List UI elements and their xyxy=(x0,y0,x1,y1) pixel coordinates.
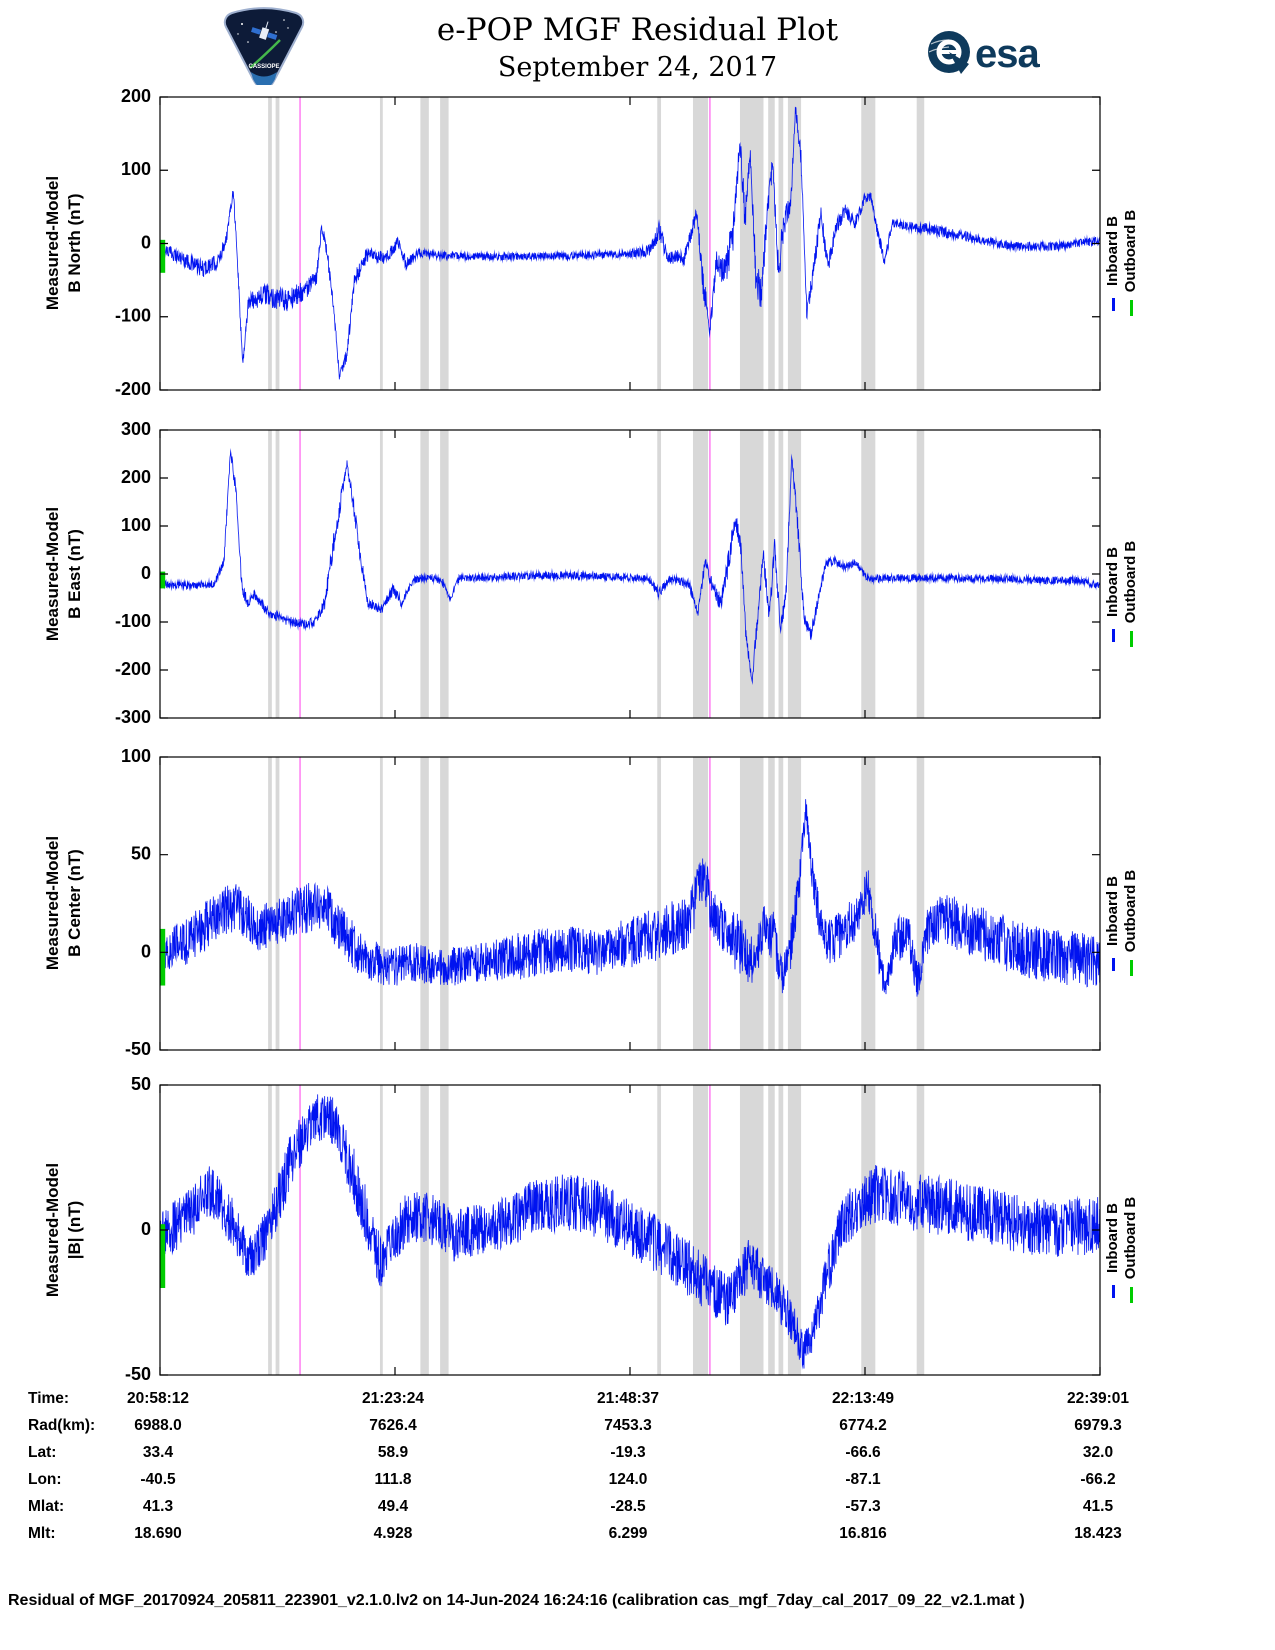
esa-wordmark: esa xyxy=(975,32,1040,76)
outboard-b-label: Outboard B xyxy=(1122,209,1139,293)
table-cell: 22:13:49 xyxy=(831,1390,895,1407)
y-axis-label-line2: B North (nT) xyxy=(65,193,84,293)
y-axis-label-bmag: Measured-Model |B| (nT) xyxy=(42,1163,86,1297)
y-axis-label-line2: B East (nT) xyxy=(65,529,84,619)
cassiope-mission-logo: CASSIOPE xyxy=(223,7,305,91)
legend-labels-panel4: Inboard B Outboard B xyxy=(1104,1197,1140,1280)
y-axis-label-line1: Measured-Model xyxy=(43,835,62,971)
table-cell: 32.0 xyxy=(1082,1444,1114,1461)
y-axis-label-beast: Measured-Model B East (nT) xyxy=(42,507,86,641)
outboard-b-label: Outboard B xyxy=(1122,1196,1139,1280)
footer-calibration-text: Residual of MGF_20170924_205811_223901_v… xyxy=(8,1592,1025,1609)
table-row-lon: Lon: -40.5 111.8 124.0 -87.1 -66.2 xyxy=(0,1471,1275,1493)
table-cell: 41.5 xyxy=(1082,1498,1114,1515)
table-cell: 21:23:24 xyxy=(361,1390,425,1407)
table-row-rad: Rad(km): 6988.0 7626.4 7453.3 6774.2 697… xyxy=(0,1417,1275,1439)
y-axis-label-bcenter: Measured-Model B Center (nT) xyxy=(42,836,86,970)
table-cell: 58.9 xyxy=(377,1444,409,1461)
row-label: Lat: xyxy=(28,1444,57,1461)
table-cell: 124.0 xyxy=(608,1471,648,1488)
logo-green-streak xyxy=(249,39,281,69)
table-cell: 20:58:12 xyxy=(126,1390,190,1407)
table-cell: 41.3 xyxy=(142,1498,174,1515)
page-title: e-POP MGF Residual Plot xyxy=(436,12,839,48)
table-cell: 7453.3 xyxy=(604,1417,652,1434)
inboard-b-label: Inboard B xyxy=(1104,216,1121,286)
table-cell: 6979.3 xyxy=(1074,1417,1122,1434)
outboard-legend-mark xyxy=(1130,300,1133,316)
residual-plot-canvas-bmag xyxy=(90,1073,1110,1387)
residual-plot-canvas-bcenter xyxy=(90,745,1110,1062)
table-cell: 21:48:37 xyxy=(596,1390,660,1407)
row-label: Lon: xyxy=(28,1471,62,1488)
legend-labels-panel1: Inboard B Outboard B xyxy=(1104,210,1140,293)
table-cell: 6988.0 xyxy=(134,1417,182,1434)
row-label: Time: xyxy=(28,1390,70,1407)
inboard-legend-mark xyxy=(1112,1285,1115,1298)
table-cell: -87.1 xyxy=(845,1471,881,1488)
table-cell: 16.816 xyxy=(839,1525,887,1542)
table-row-mlt: Mlt: 18.690 4.928 6.299 16.816 18.423 xyxy=(0,1525,1275,1547)
table-row-time: Time: 20:58:12 21:23:24 21:48:37 22:13:4… xyxy=(0,1390,1275,1412)
logo-earth-arc xyxy=(251,72,277,89)
table-cell: -28.5 xyxy=(610,1498,646,1515)
inboard-b-label: Inboard B xyxy=(1104,876,1121,946)
outboard-b-label: Outboard B xyxy=(1122,540,1139,624)
outboard-legend-mark xyxy=(1130,1287,1133,1303)
table-cell: 18.423 xyxy=(1074,1525,1122,1542)
outboard-legend-mark xyxy=(1130,960,1133,976)
inboard-legend-mark xyxy=(1112,958,1115,971)
table-cell: -66.2 xyxy=(1080,1471,1116,1488)
inboard-b-label: Inboard B xyxy=(1104,1203,1121,1273)
table-row-mlat: Mlat: 41.3 49.4 -28.5 -57.3 41.5 xyxy=(0,1498,1275,1520)
legend-labels-panel3: Inboard B Outboard B xyxy=(1104,870,1140,953)
y-axis-label-bnorth: Measured-Model B North (nT) xyxy=(42,176,86,310)
table-cell: -66.6 xyxy=(845,1444,881,1461)
table-cell: 111.8 xyxy=(374,1471,412,1488)
row-label: Mlt: xyxy=(28,1525,56,1542)
outboard-b-label: Outboard B xyxy=(1122,869,1139,953)
table-cell: 7626.4 xyxy=(369,1417,417,1434)
table-cell: -19.3 xyxy=(610,1444,646,1461)
row-label: Rad(km): xyxy=(28,1417,96,1434)
page-subtitle-date: September 24, 2017 xyxy=(497,52,778,83)
inboard-legend-mark xyxy=(1112,298,1115,311)
y-axis-label-line2: |B| (nT) xyxy=(65,1200,84,1260)
residual-plot-canvas-bnorth xyxy=(90,85,1110,402)
y-axis-label-line1: Measured-Model xyxy=(43,506,62,642)
table-cell: 6774.2 xyxy=(839,1417,887,1434)
table-cell: 49.4 xyxy=(377,1498,409,1515)
table-cell: 6.299 xyxy=(608,1525,648,1542)
logo-satellite-icon xyxy=(251,21,278,40)
residual-plot-canvas-beast xyxy=(90,418,1110,730)
y-axis-label-line1: Measured-Model xyxy=(43,175,62,311)
table-cell: -57.3 xyxy=(845,1498,881,1515)
table-cell: 22:39:01 xyxy=(1066,1390,1130,1407)
table-cell: -40.5 xyxy=(140,1471,176,1488)
table-cell: 18.690 xyxy=(134,1525,182,1542)
logo-cassiope-text: CASSIOPE xyxy=(248,64,279,70)
inboard-b-label: Inboard B xyxy=(1104,547,1121,617)
table-cell: 33.4 xyxy=(142,1444,174,1461)
legend-labels-panel2: Inboard B Outboard B xyxy=(1104,541,1140,624)
y-axis-label-line1: Measured-Model xyxy=(43,1162,62,1298)
outboard-legend-mark xyxy=(1130,631,1133,647)
y-axis-label-line2: B Center (nT) xyxy=(65,849,84,957)
esa-logo: esa xyxy=(928,31,1041,76)
table-cell: 4.928 xyxy=(373,1525,413,1542)
plot-title-block: e-POP MGF Residual Plot September 24, 20… xyxy=(0,12,1275,83)
row-label: Mlat: xyxy=(28,1498,65,1515)
inboard-legend-mark xyxy=(1112,629,1115,642)
table-row-lat: Lat: 33.4 58.9 -19.3 -66.6 32.0 xyxy=(0,1444,1275,1466)
